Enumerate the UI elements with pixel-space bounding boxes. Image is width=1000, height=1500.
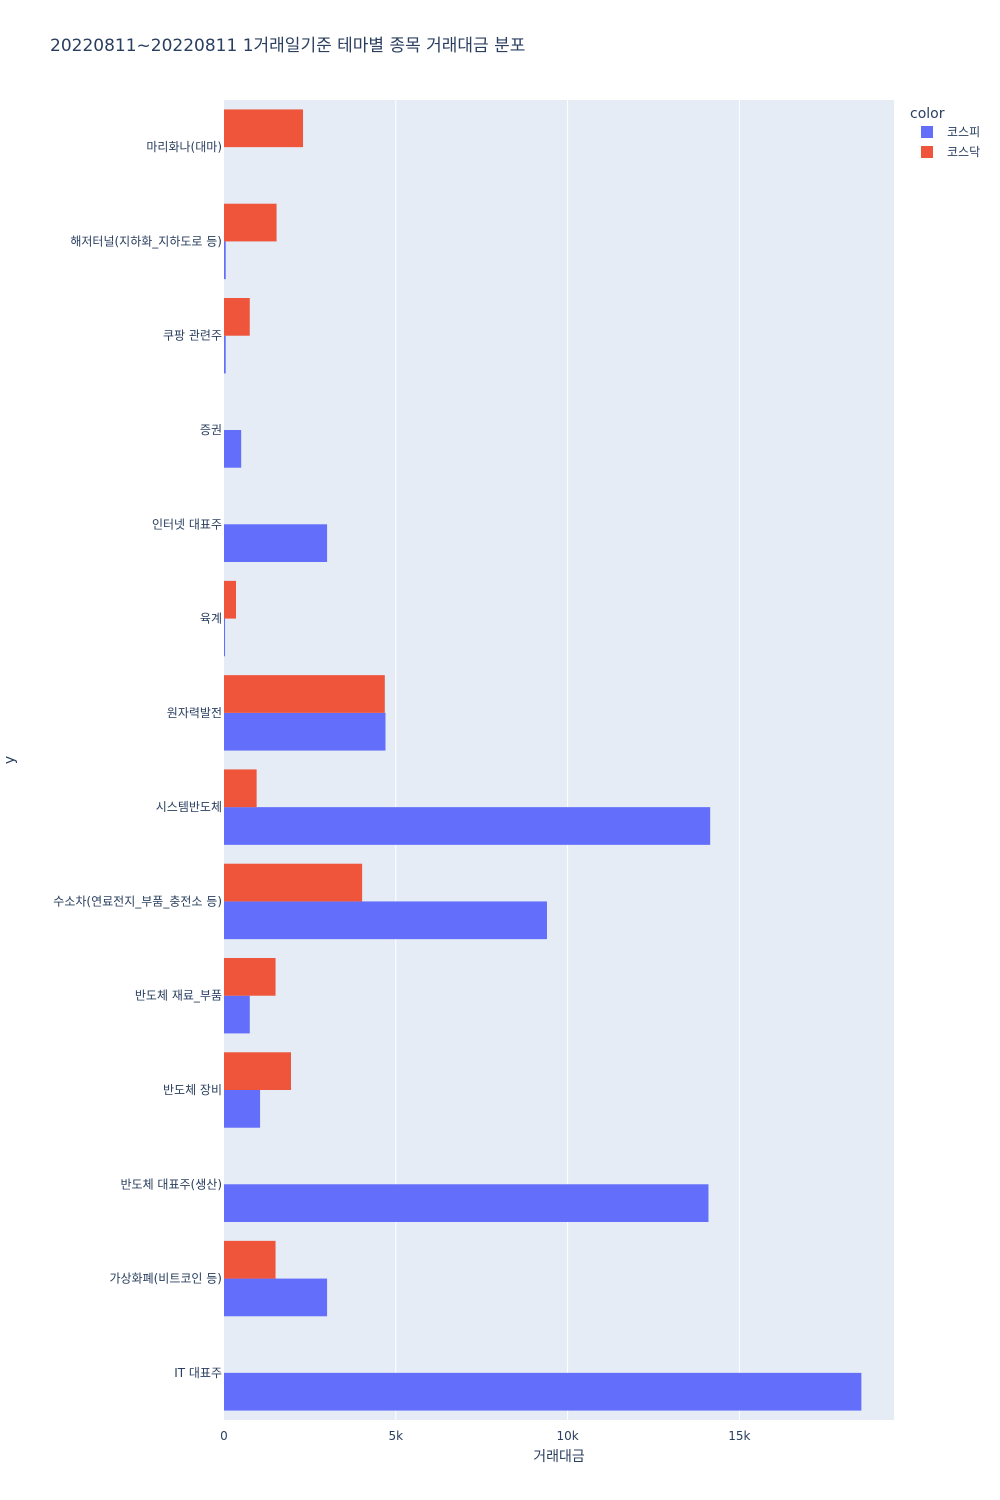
bar-kospi[interactable] bbox=[224, 1184, 709, 1222]
legend-title: color bbox=[910, 106, 945, 122]
bar-kospi[interactable] bbox=[224, 430, 242, 468]
bar-kospi[interactable] bbox=[224, 995, 250, 1034]
bar-kosdaq[interactable] bbox=[224, 109, 304, 148]
bar-kospi[interactable] bbox=[224, 618, 226, 657]
bar-kospi[interactable] bbox=[224, 1090, 261, 1128]
y-tick-label: 인터넷 대표주 bbox=[152, 517, 222, 531]
chart-title: 20220811~20220811 1거래일기준 테마별 종목 거래대금 분포 bbox=[50, 36, 526, 56]
y-tick-label: 반도체 대표주(생산) bbox=[121, 1177, 223, 1191]
y-tick-label: 반도체 장비 bbox=[163, 1083, 222, 1097]
bar-kosdaq[interactable] bbox=[224, 298, 250, 336]
bar-kospi[interactable] bbox=[224, 1372, 862, 1411]
y-tick-label: 해저터널(지하화_지하도로 등) bbox=[70, 234, 222, 248]
bar-kosdaq[interactable] bbox=[224, 863, 363, 902]
bar-kosdaq[interactable] bbox=[224, 203, 277, 242]
y-tick-label: IT 대표주 bbox=[174, 1366, 222, 1380]
bar-kospi[interactable] bbox=[224, 712, 386, 751]
y-tick-labels: IT 대표주 가상화폐(비트코인 등) 반도체 대표주(생산) 반도체 장비 반도체 재… bbox=[53, 140, 222, 1380]
y-tick-label: 수소차(연료전지_부품_충전소 등) bbox=[53, 894, 222, 908]
bar-kosdaq[interactable] bbox=[224, 580, 237, 619]
y-axis-title: y bbox=[2, 756, 18, 764]
bar-kospi[interactable] bbox=[224, 901, 547, 940]
y-tick-label: 시스템반도체 bbox=[156, 800, 222, 814]
bar-kospi[interactable] bbox=[224, 524, 328, 562]
bar-kosdaq[interactable] bbox=[224, 769, 257, 808]
bar-kosdaq[interactable] bbox=[224, 1052, 291, 1090]
x-axis-title: 거래대금 bbox=[533, 1449, 585, 1465]
x-tick-label: 15k bbox=[728, 1429, 750, 1443]
legend-swatch-kospi[interactable] bbox=[921, 126, 933, 138]
bar-kospi[interactable] bbox=[224, 1278, 328, 1317]
y-tick-label: 원자력발전 bbox=[167, 706, 222, 720]
x-tick-labels: 0 5k 10k 15k bbox=[220, 1429, 750, 1443]
bar-kosdaq[interactable] bbox=[224, 675, 385, 713]
legend-label-kospi[interactable]: 코스피 bbox=[947, 125, 980, 139]
bar-kospi[interactable] bbox=[224, 241, 226, 280]
x-tick-label: 0 bbox=[220, 1429, 228, 1443]
bars bbox=[224, 109, 862, 1411]
y-tick-label: 쿠팡 관련주 bbox=[163, 329, 222, 343]
legend-label-kosdaq[interactable]: 코스닥 bbox=[947, 145, 980, 159]
bar-kospi[interactable] bbox=[224, 335, 226, 374]
y-tick-label: 육계 bbox=[200, 612, 222, 626]
y-tick-label: 반도체 재료_부품 bbox=[135, 989, 222, 1003]
bar-kosdaq[interactable] bbox=[224, 1240, 276, 1279]
x-tick-label: 5k bbox=[388, 1429, 403, 1443]
bar-kosdaq[interactable] bbox=[224, 958, 276, 996]
x-tick-label: 10k bbox=[556, 1429, 578, 1443]
y-tick-label: 증권 bbox=[200, 423, 222, 437]
bar-kospi[interactable] bbox=[224, 807, 711, 845]
legend-swatch-kosdaq[interactable] bbox=[921, 146, 933, 158]
y-tick-label: 가상화폐(비트코인 등) bbox=[109, 1272, 222, 1286]
y-tick-label: 마리화나(대마) bbox=[146, 140, 222, 154]
